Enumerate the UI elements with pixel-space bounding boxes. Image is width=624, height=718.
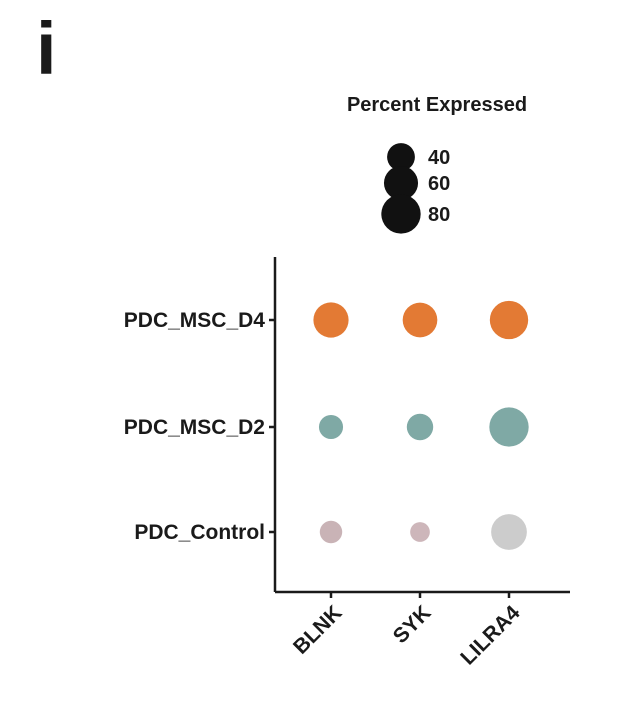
x-tick-label: LILRA4 [456, 601, 524, 669]
dot-pdc-msc-d2-syk [406, 413, 434, 441]
dot-pdc-control-syk [410, 522, 430, 542]
legend-dot [381, 194, 421, 234]
x-tick-label: SYK [389, 601, 436, 648]
y-tick-label: PDC_MSC_D2 [124, 416, 265, 439]
legend-label: 60 [428, 173, 450, 195]
x-tick-label: BLNK [289, 601, 347, 659]
dot-pdc-msc-d2-blnk [318, 414, 344, 440]
legend-dot [387, 143, 415, 171]
panel-letter: i [36, 7, 57, 90]
dot-pdc-control-lilra4 [491, 514, 527, 550]
dot-pdc-msc-d4-lilra4 [489, 300, 529, 340]
dot-pdc-msc-d2-lilra4 [489, 407, 529, 447]
axes [273, 257, 570, 594]
y-tick-label: PDC_Control [134, 521, 265, 544]
legend-label: 80 [428, 204, 450, 226]
legend-title: Percent Expressed [347, 94, 527, 116]
dot-pdc-msc-d4-syk [402, 302, 438, 338]
dot-pdc-control-blnk [319, 520, 343, 544]
dot-pdc-msc-d4-blnk [313, 302, 349, 338]
legend: Percent Expressed 40 60 80 [347, 94, 527, 234]
y-tick-label: PDC_MSC_D4 [124, 309, 266, 332]
legend-dot [383, 165, 419, 201]
legend-label: 40 [428, 147, 450, 169]
